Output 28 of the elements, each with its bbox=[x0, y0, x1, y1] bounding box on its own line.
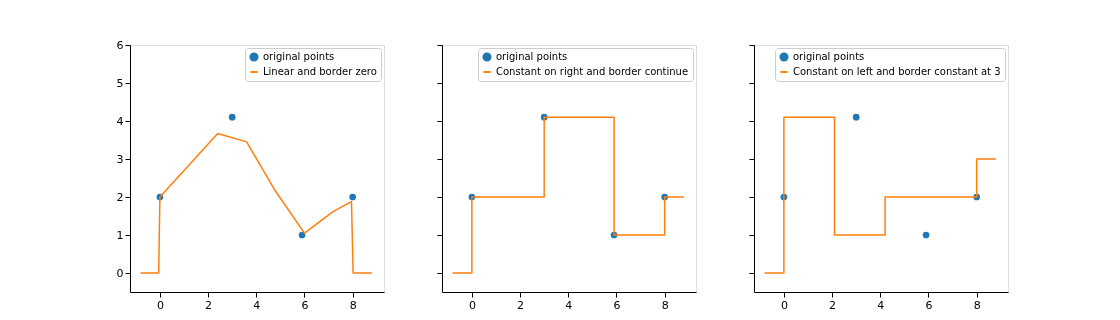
x-tick-label: 6 bbox=[925, 298, 933, 312]
x-tick-label: 6 bbox=[613, 298, 621, 312]
x-tick-label: 6 bbox=[301, 298, 309, 312]
y-tick-label: 4 bbox=[116, 114, 124, 128]
legend-label: Linear and border zero bbox=[263, 66, 377, 77]
y-tick-label: 1 bbox=[116, 228, 124, 242]
y-tick-label: 0 bbox=[116, 266, 124, 280]
x-tick-label: 4 bbox=[253, 298, 261, 312]
x-tick-label: 0 bbox=[780, 298, 788, 312]
y-tick-label: 3 bbox=[116, 152, 124, 166]
x-tick-label: 2 bbox=[517, 298, 525, 312]
legend-label: original points bbox=[496, 51, 568, 62]
y-tick-label: 5 bbox=[116, 76, 124, 90]
x-tick-label: 2 bbox=[829, 298, 837, 312]
x-tick-label: 8 bbox=[661, 298, 669, 312]
x-tick-label: 0 bbox=[156, 298, 164, 312]
legend-label: original points bbox=[263, 51, 335, 62]
x-tick-label: 8 bbox=[973, 298, 981, 312]
x-tick-label: 4 bbox=[565, 298, 573, 312]
x-tick-label: 2 bbox=[205, 298, 213, 312]
x-tick-label: 4 bbox=[877, 298, 885, 312]
legend-label: original points bbox=[793, 51, 865, 62]
legend-label: Constant on left and border constant at 3 bbox=[793, 66, 1001, 77]
x-tick-label: 8 bbox=[349, 298, 357, 312]
legend-label: Constant on right and border continue bbox=[496, 66, 689, 77]
y-tick-label: 2 bbox=[116, 190, 124, 204]
x-tick-label: 0 bbox=[468, 298, 476, 312]
y-tick-label: 6 bbox=[116, 38, 124, 52]
